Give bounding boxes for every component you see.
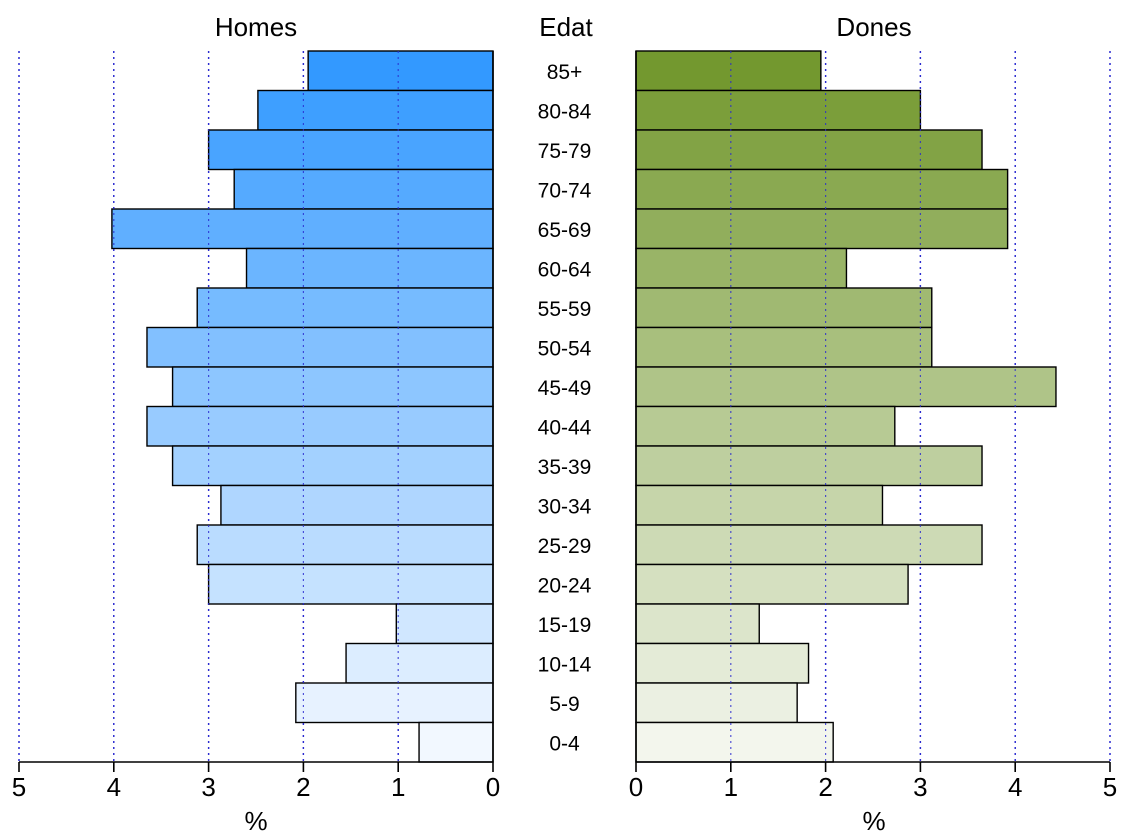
homes-bar-80-84: [257, 89, 494, 131]
homes-bar-45-49: [171, 366, 494, 408]
dones-bar-70-74: [635, 168, 1009, 210]
homes-bar-5-9: [295, 682, 494, 724]
homes-bar-55-59: [196, 287, 494, 329]
age-group-label-75-79: 75-79: [538, 140, 592, 163]
dones-bar-20-24: [635, 563, 909, 605]
dones-bar-35-39: [635, 445, 983, 487]
age-group-label-25-29: 25-29: [538, 535, 592, 558]
homes-bar-85+: [307, 50, 494, 92]
left-x-tick-label-2: 2: [296, 772, 310, 802]
dones-bar-45-49: [635, 366, 1057, 408]
dones-bar-30-34: [635, 484, 884, 526]
age-group-label-85+: 85+: [547, 61, 583, 84]
right-x-tick-label-2: 2: [818, 772, 832, 802]
left-chart-title: Homes: [215, 12, 297, 42]
dones-bar-55-59: [635, 287, 933, 329]
homes-bar-40-44: [146, 405, 494, 447]
right-x-tick-label-5: 5: [1103, 772, 1117, 802]
age-group-label-70-74: 70-74: [538, 179, 592, 202]
age-group-label-10-14: 10-14: [538, 653, 592, 676]
age-group-label-20-24: 20-24: [538, 574, 592, 597]
homes-bar-25-29: [196, 524, 494, 566]
age-group-label-15-19: 15-19: [538, 614, 592, 637]
dones-bar-25-29: [635, 524, 983, 566]
dones-bar-10-14: [635, 642, 810, 684]
dones-bar-60-64: [635, 247, 848, 289]
age-group-label-55-59: 55-59: [538, 298, 592, 321]
homes-bar-0-4: [418, 721, 494, 763]
age-group-label-35-39: 35-39: [538, 456, 592, 479]
homes-bar-10-14: [345, 642, 494, 684]
age-group-label-65-69: 65-69: [538, 219, 592, 242]
age-group-label-0-4: 0-4: [549, 732, 580, 755]
homes-bar-20-24: [207, 563, 494, 605]
homes-bar-15-19: [395, 603, 494, 645]
right-x-tick-label-3: 3: [913, 772, 927, 802]
left-x-tick-label-4: 4: [107, 772, 121, 802]
left-x-tick-label-5: 5: [12, 772, 26, 802]
age-group-label-30-34: 30-34: [538, 495, 592, 518]
age-group-label-60-64: 60-64: [538, 258, 592, 281]
right-chart-title: Dones: [836, 12, 911, 42]
dones-bar-15-19: [635, 603, 760, 645]
right-x-tick-label-0: 0: [629, 772, 643, 802]
age-group-label-40-44: 40-44: [538, 416, 592, 439]
homes-bar-75-79: [207, 129, 494, 171]
age-group-label-80-84: 80-84: [538, 100, 592, 123]
age-group-label-5-9: 5-9: [549, 693, 579, 716]
homes-bar-35-39: [171, 445, 494, 487]
left-x-tick-label-3: 3: [201, 772, 215, 802]
homes-bar-50-54: [146, 326, 494, 368]
age-group-label-45-49: 45-49: [538, 377, 592, 400]
homes-bar-65-69: [111, 208, 494, 250]
dones-bar-50-54: [635, 326, 933, 368]
dones-bar-40-44: [635, 405, 896, 447]
right-x-tick-label-4: 4: [1008, 772, 1022, 802]
dones-bar-85+: [635, 50, 822, 92]
left-x-axis-label: %: [244, 806, 267, 834]
dones-bar-80-84: [635, 89, 922, 131]
dones-bar-65-69: [635, 208, 1009, 250]
right-x-axis-label: %: [862, 806, 885, 834]
center-axis-title: Edat: [539, 12, 593, 42]
dones-bar-0-4: [635, 721, 834, 763]
right-x-tick-label-1: 1: [724, 772, 738, 802]
dones-bar-75-79: [635, 129, 983, 171]
left-x-tick-label-0: 0: [486, 772, 500, 802]
homes-bar-30-34: [220, 484, 494, 526]
age-group-label-50-54: 50-54: [538, 337, 592, 360]
left-x-tick-label-1: 1: [391, 772, 405, 802]
homes-bar-70-74: [233, 168, 494, 210]
homes-bar-60-64: [245, 247, 494, 289]
dones-bar-5-9: [635, 682, 798, 724]
